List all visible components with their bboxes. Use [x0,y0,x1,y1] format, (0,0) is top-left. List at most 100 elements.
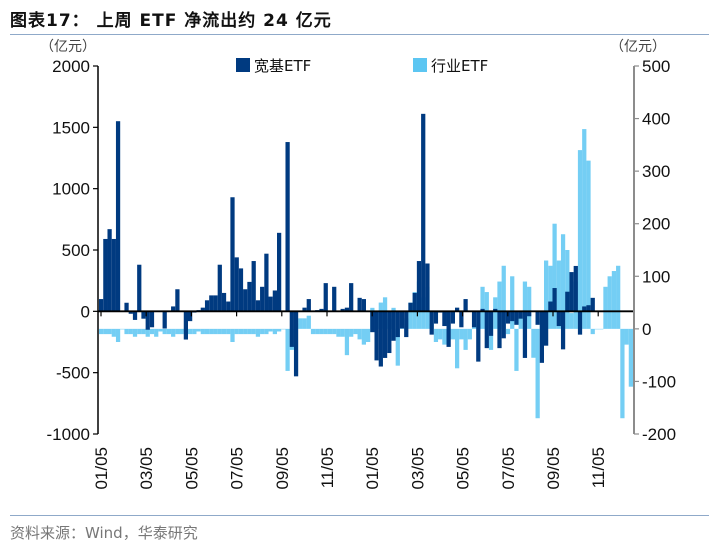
bar-broad-etf [349,283,354,312]
bar-broad-etf [332,286,337,312]
bar-broad-etf [552,288,557,312]
bar-broad-etf [361,299,366,312]
bar-broad-etf [204,300,210,312]
bar-industry-etf [175,328,180,335]
x-axis-tick-label: 09/05 [544,447,563,490]
bar-industry-etf [552,223,557,329]
bar-industry-etf [336,328,341,337]
x-axis-tick-label: 03/05 [137,447,156,490]
bar-broad-etf [247,281,252,312]
bar-industry-etf [234,328,239,335]
legend-swatch-broad [236,58,250,72]
bar-broad-etf [577,311,583,335]
bar-broad-etf [429,311,434,335]
bar-industry-etf [158,328,163,332]
bar-broad-etf [505,311,511,324]
bar-broad-etf [255,300,261,312]
bar-industry-etf [226,328,231,335]
bar-industry-etf [480,286,485,329]
title-divider [10,34,709,35]
bar-broad-etf [162,311,167,329]
bar-broad-etf [560,311,566,350]
bar-broad-etf [455,307,460,312]
bar-broad-etf [539,311,544,363]
bar-industry-etf [192,328,197,335]
x-axis-tick-label: 03/05 [408,447,427,490]
bar-broad-etf [302,307,307,312]
bar-industry-etf [620,328,625,419]
bar-broad-etf [141,311,146,319]
x-axis-tick-label: 11/05 [589,447,608,488]
bar-industry-etf [179,328,184,335]
bar-broad-etf [264,253,269,312]
bar-industry-etf [230,328,235,342]
bar-industry-etf [624,328,629,345]
bar-industry-etf [349,328,354,337]
bar-industry-etf [544,260,549,329]
bar-industry-etf [188,328,193,335]
x-axis-tick-label: 11/05 [318,447,337,488]
bar-industry-etf [366,328,371,342]
bar-broad-etf [471,311,477,328]
bar-industry-etf [260,328,265,335]
left-axis-tick-label: 500 [62,241,90,260]
bar-industry-etf [560,234,566,329]
bar-industry-etf [344,328,350,356]
bar-broad-etf [518,311,523,319]
bar-broad-etf [544,311,549,346]
x-axis-tick-label: 01/05 [92,447,111,490]
left-axis-tick-label: -500 [56,364,90,383]
bar-industry-etf [607,276,612,329]
bar-broad-etf [425,263,430,312]
bar-industry-etf [149,328,155,335]
bar-industry-etf [298,318,303,329]
bar-industry-etf [137,328,142,335]
bar-industry-etf [306,315,311,329]
right-axis-tick-label: 0 [642,320,651,339]
bar-industry-etf [145,328,150,337]
bar-broad-etf [535,311,540,325]
bar-broad-etf [272,290,277,312]
bar-industry-etf [603,286,608,329]
left-axis-tick-label: 0 [81,302,90,321]
bar-industry-etf [166,328,172,335]
bar-broad-etf [175,289,180,312]
bar-industry-etf [548,265,553,329]
bar-broad-etf [548,301,553,312]
x-axis-tick-label: 09/05 [273,447,292,490]
bar-broad-etf [480,308,485,312]
bar-broad-etf [103,238,108,312]
bar-industry-etf [107,328,112,335]
bar-industry-etf [120,328,125,330]
source-note: 资料来源：Wind，华泰研究 [10,524,198,542]
bar-industry-etf [488,328,494,350]
bar-industry-etf [569,313,574,329]
bar-broad-etf [226,301,231,312]
bar-broad-etf [442,311,447,327]
bar-industry-etf [510,276,515,329]
bar-industry-etf [247,328,252,335]
bar-broad-etf [260,286,265,312]
bar-broad-etf [128,311,133,314]
bar-broad-etf [243,289,248,312]
bar-industry-etf [531,328,536,358]
legend-swatch-industry [413,58,427,72]
bar-industry-etf [115,328,121,342]
bar-industry-etf [565,250,570,329]
bar-industry-etf [141,328,146,335]
bar-broad-etf [99,299,104,312]
bar-industry-etf [132,328,138,337]
bar-industry-etf [213,328,218,335]
bar-broad-etf [319,308,324,312]
bar-industry-etf [154,328,159,337]
right-axis-tick-label: 200 [642,215,670,234]
right-axis-tick-label: 300 [642,162,670,181]
bar-broad-etf [399,311,405,329]
bar-industry-etf [535,328,540,419]
bar-industry-etf [243,328,248,335]
bar-industry-etf [353,328,358,335]
bar-broad-etf [522,311,528,358]
bar-industry-etf [255,328,261,337]
bar-industry-etf [323,328,328,335]
